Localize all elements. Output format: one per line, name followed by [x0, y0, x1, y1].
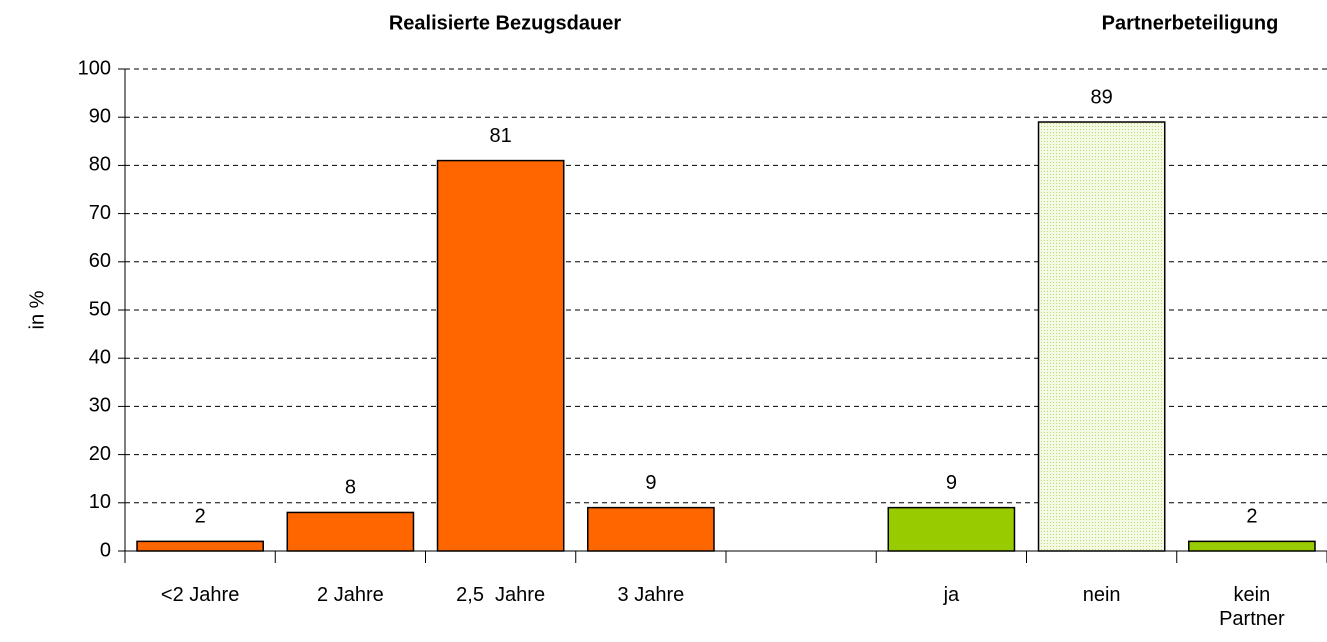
x-tick-label: ja	[943, 584, 960, 606]
chart-title: Realisierte Bezugsdauer	[389, 12, 622, 34]
y-tick-label: 20	[89, 443, 111, 465]
y-tick-label: 70	[89, 202, 111, 224]
x-tick-label: 2,5 Jahre	[456, 584, 546, 606]
value-label: 81	[490, 125, 512, 147]
bar	[1188, 540, 1316, 552]
x-tick-label: <2 Jahre	[160, 584, 240, 606]
value-label: 8	[345, 477, 356, 499]
y-tick-label: 10	[89, 491, 111, 513]
bar	[436, 159, 565, 552]
y-tick-label: 80	[89, 154, 111, 176]
x-tick-label: 3 Jahre	[617, 584, 685, 606]
x-tick-label: 2 Jahre	[317, 584, 384, 606]
y-tick-label: 40	[89, 346, 111, 368]
value-label: 2	[195, 506, 206, 528]
chart-title: Partnerbeteiligung	[1102, 12, 1279, 34]
y-tick-label: 0	[100, 539, 111, 561]
bar	[286, 511, 415, 552]
value-label: 9	[946, 472, 957, 494]
bar	[587, 506, 715, 552]
y-axis-label: in %	[26, 290, 48, 329]
value-label: 2	[1246, 506, 1257, 528]
bar	[136, 540, 264, 552]
y-tick-label: 100	[78, 57, 111, 79]
y-tick-label: 30	[89, 395, 111, 417]
bar	[887, 506, 1016, 552]
value-label: 9	[645, 472, 656, 494]
y-tick-label: 60	[89, 250, 111, 272]
y-tick-label: 50	[89, 298, 111, 320]
bar	[1037, 121, 1166, 552]
value-label: 89	[1091, 86, 1113, 108]
y-tick-label: 90	[89, 105, 111, 127]
x-tick-label: nein	[1082, 584, 1121, 606]
x-tick-label: kein Partner	[1219, 584, 1285, 630]
